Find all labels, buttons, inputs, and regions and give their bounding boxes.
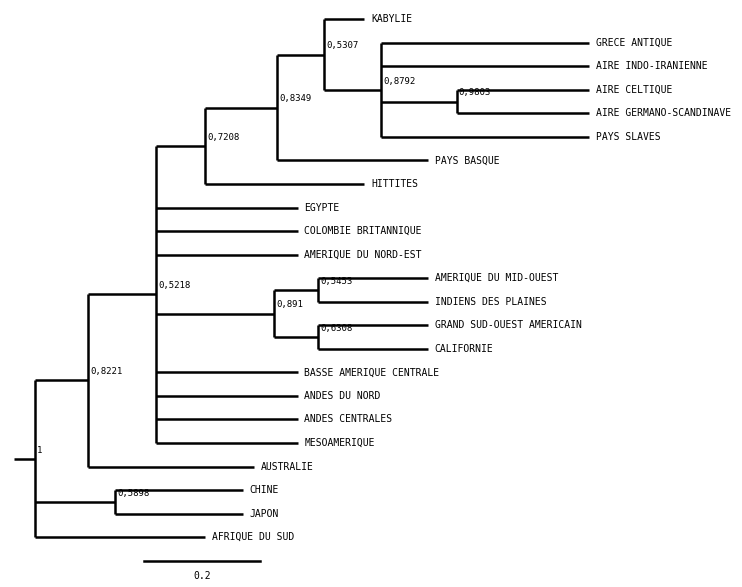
Text: PAYS BASQUE: PAYS BASQUE — [435, 156, 499, 166]
Text: GRAND SUD-OUEST AMERICAIN: GRAND SUD-OUEST AMERICAIN — [435, 321, 582, 330]
Text: ANDES DU NORD: ANDES DU NORD — [304, 391, 381, 401]
Text: MESOAMERIQUE: MESOAMERIQUE — [304, 438, 375, 448]
Text: KABYLIE: KABYLIE — [371, 14, 412, 24]
Text: 0,8792: 0,8792 — [384, 77, 416, 86]
Text: AIRE INDO-IRANIENNE: AIRE INDO-IRANIENNE — [597, 61, 708, 72]
Text: CHINE: CHINE — [249, 485, 279, 495]
Text: 0,5453: 0,5453 — [320, 276, 352, 286]
Text: AFRIQUE DU SUD: AFRIQUE DU SUD — [212, 532, 295, 542]
Text: PAYS SLAVES: PAYS SLAVES — [597, 132, 661, 142]
Text: BASSE AMERIQUE CENTRALE: BASSE AMERIQUE CENTRALE — [304, 367, 439, 377]
Text: INDIENS DES PLAINES: INDIENS DES PLAINES — [435, 297, 546, 307]
Text: 0,891: 0,891 — [277, 301, 303, 309]
Text: 0.2: 0.2 — [194, 571, 211, 581]
Text: 0,5898: 0,5898 — [118, 488, 150, 498]
Text: 0,8349: 0,8349 — [280, 95, 312, 103]
Text: COLOMBIE BRITANNIQUE: COLOMBIE BRITANNIQUE — [304, 226, 422, 236]
Text: 0,7208: 0,7208 — [208, 133, 240, 141]
Text: AMERIQUE DU MID-OUEST: AMERIQUE DU MID-OUEST — [435, 273, 558, 283]
Text: 0,5307: 0,5307 — [326, 41, 358, 50]
Text: ANDES CENTRALES: ANDES CENTRALES — [304, 414, 393, 424]
Text: CALIFORNIE: CALIFORNIE — [435, 344, 493, 354]
Text: HITTITES: HITTITES — [371, 179, 418, 189]
Text: AUSTRALIE: AUSTRALIE — [261, 461, 314, 471]
Text: 0,6308: 0,6308 — [320, 324, 352, 333]
Text: AMERIQUE DU NORD-EST: AMERIQUE DU NORD-EST — [304, 249, 422, 259]
Text: EGYPTE: EGYPTE — [304, 203, 340, 212]
Text: 0,8221: 0,8221 — [90, 367, 122, 376]
Text: 1: 1 — [37, 446, 42, 454]
Text: JAPON: JAPON — [249, 508, 279, 518]
Text: 0,5218: 0,5218 — [158, 281, 191, 290]
Text: AIRE GERMANO-SCANDINAVE: AIRE GERMANO-SCANDINAVE — [597, 109, 732, 119]
Text: AIRE CELTIQUE: AIRE CELTIQUE — [597, 85, 673, 95]
Text: GRECE ANTIQUE: GRECE ANTIQUE — [597, 38, 673, 48]
Text: 0,9803: 0,9803 — [459, 89, 491, 97]
